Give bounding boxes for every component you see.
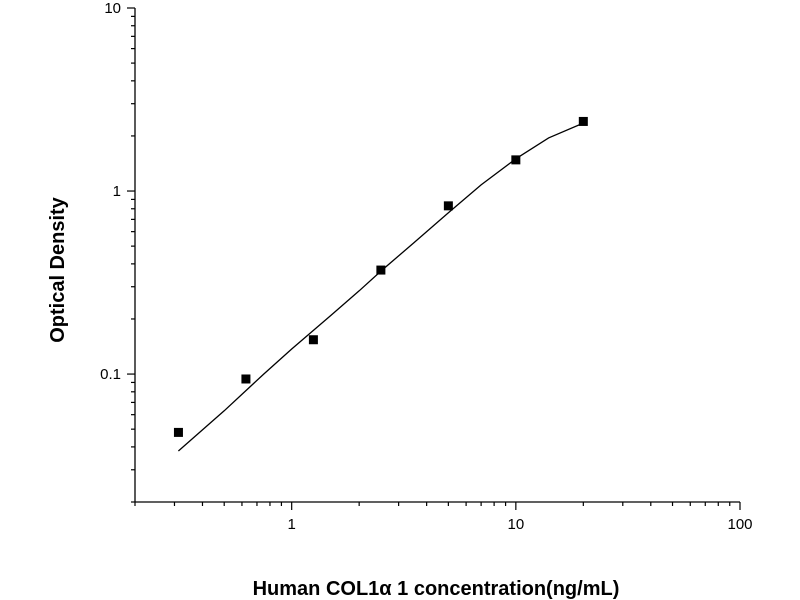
x-tick-label: 1 xyxy=(288,516,296,533)
x-tick-label: 10 xyxy=(507,516,524,533)
x-tick-label: 100 xyxy=(727,516,752,533)
data-point xyxy=(376,265,386,275)
data-point xyxy=(578,116,588,126)
x-axis-title: Human COL1α 1 concentration(ng/mL) xyxy=(253,578,620,600)
y-axis-title: Optical Density xyxy=(47,196,69,342)
y-tick-label: 10 xyxy=(104,0,121,17)
fit-curve-group xyxy=(177,122,584,452)
data-point xyxy=(308,335,318,345)
fit-curve-line xyxy=(177,122,584,452)
y-tick-label: 1 xyxy=(113,183,121,200)
data-point xyxy=(443,201,453,211)
data-points xyxy=(173,116,588,437)
y-tick-label: 0.1 xyxy=(100,366,121,383)
axes xyxy=(134,8,740,503)
ticks xyxy=(127,7,741,510)
data-point xyxy=(511,155,521,165)
tick-labels: 1 10 100 0.1 1 10 xyxy=(100,0,752,533)
data-point xyxy=(241,374,251,384)
data-point xyxy=(173,427,183,437)
